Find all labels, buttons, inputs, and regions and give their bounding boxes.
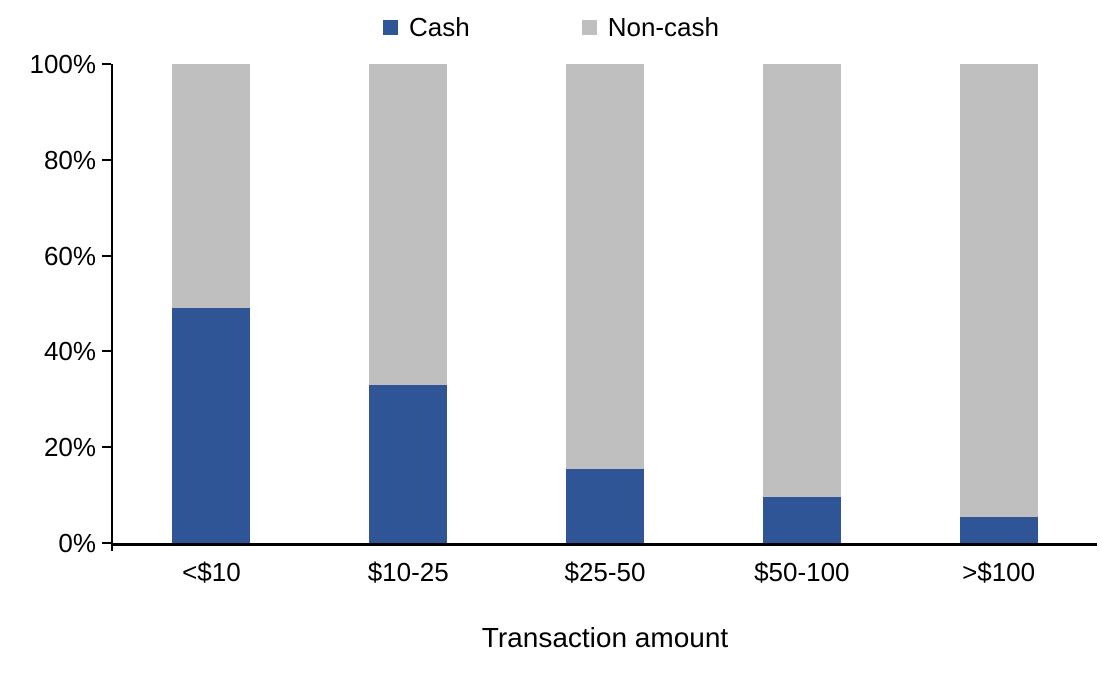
bar-segment-non-cash	[565, 64, 644, 469]
bar-segment-cash	[172, 308, 251, 543]
y-tick-label: 0%	[58, 528, 96, 558]
y-tick-label: 40%	[43, 336, 96, 367]
bars-container	[113, 64, 1097, 543]
x-tick-label: <$10	[182, 557, 241, 587]
y-tick-label: 100%	[29, 49, 97, 79]
bar	[369, 64, 448, 543]
bar-group--10-25	[310, 64, 507, 543]
legend-swatch-non-cash	[581, 19, 597, 35]
x-axis-title: Transaction amount	[481, 622, 729, 653]
y-tick-mark	[102, 350, 111, 353]
y-tick-mark	[102, 446, 111, 449]
y-tick-mark	[102, 158, 111, 161]
bar-segment-cash	[369, 384, 448, 543]
x-axis-labels: <$10 $10-25 $25-50 $50-100 >$100	[113, 557, 1097, 587]
bar-group--50-100	[703, 64, 900, 543]
legend-swatch-cash	[383, 19, 398, 35]
legend-item-non-cash: Non-cash	[581, 12, 719, 42]
legend-label: Non-cash	[607, 12, 719, 42]
y-tick-mark	[102, 63, 111, 65]
x-axis-line	[111, 543, 1097, 546]
chart-legend: Cash Non-cash	[0, 12, 1102, 42]
bar-segment-non-cash	[172, 64, 251, 309]
bar-segment-non-cash	[369, 64, 448, 385]
x-tick-label: $25-50	[564, 557, 646, 587]
y-axis-line	[111, 64, 113, 551]
legend-item-cash: Cash	[383, 12, 470, 42]
legend-label: Cash	[409, 12, 470, 42]
bar	[565, 64, 644, 543]
bar-segment-cash	[762, 497, 841, 543]
bar-segment-cash	[565, 468, 644, 543]
y-tick-label: 60%	[43, 240, 96, 271]
y-tick-label: 20%	[43, 432, 96, 463]
bar-segment-non-cash	[762, 64, 841, 498]
y-tick-mark	[102, 542, 111, 544]
bar-segment-cash	[959, 516, 1038, 543]
y-tick-mark	[102, 254, 111, 257]
bar-group--25-50	[507, 64, 704, 543]
x-tick-label: $50-100	[754, 557, 850, 587]
plot-area: 0% 20% 40% 60% 80% 100%	[30, 51, 1097, 556]
bar	[959, 64, 1038, 543]
bar-group--10	[113, 64, 310, 543]
bar-group--100	[900, 64, 1097, 543]
y-tick-label: 80%	[43, 144, 96, 175]
x-tick-label: $10-25	[367, 557, 449, 587]
bar	[762, 64, 841, 543]
bar-segment-non-cash	[959, 64, 1038, 517]
bar	[172, 64, 251, 543]
x-tick-label: >$100	[962, 557, 1036, 587]
